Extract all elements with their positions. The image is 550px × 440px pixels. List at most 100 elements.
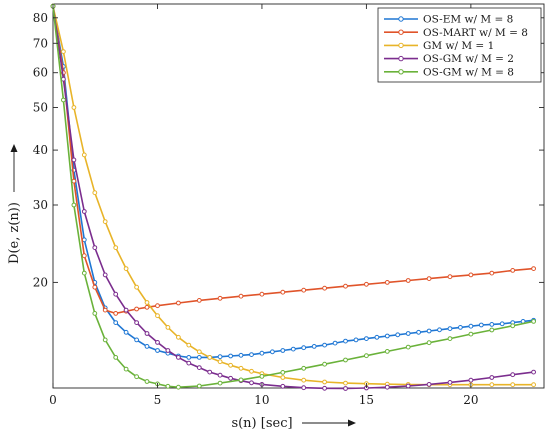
data-point [228, 353, 234, 359]
data-point [416, 329, 422, 335]
data-point [364, 336, 369, 342]
data-point [280, 370, 286, 375]
data-point [228, 375, 234, 381]
data-point [301, 365, 307, 371]
data-point [290, 346, 296, 352]
data-point [92, 190, 98, 196]
data-point [186, 342, 192, 348]
data-point [311, 344, 317, 349]
data-point [238, 352, 244, 358]
data-point [510, 268, 516, 273]
legend-marker [398, 42, 404, 49]
data-point [217, 295, 223, 301]
data-point [489, 375, 495, 380]
data-point [447, 380, 453, 385]
data-point [280, 375, 286, 380]
legend-item: OS-GM w/ M = 8 [384, 66, 514, 78]
data-point [259, 350, 265, 356]
data-point [468, 272, 474, 278]
data-point [71, 202, 77, 208]
data-point [92, 284, 98, 290]
data-point [81, 209, 87, 214]
data-point [405, 344, 411, 350]
series-1 [50, 3, 536, 360]
data-point [113, 245, 119, 251]
series-line [52, 6, 534, 390]
data-point [71, 157, 77, 163]
data-point [447, 326, 453, 332]
data-point [217, 372, 223, 378]
data-point [155, 313, 160, 319]
data-point [217, 380, 223, 386]
data-point [134, 337, 140, 343]
data-point [123, 307, 129, 313]
data-point [196, 365, 202, 371]
data-point [249, 380, 254, 386]
y-tick-label: 80 [33, 11, 48, 25]
data-point [155, 303, 160, 309]
data-point [301, 345, 307, 351]
data-point [510, 372, 516, 378]
data-point [92, 311, 98, 316]
data-point [165, 383, 171, 389]
data-point [217, 359, 223, 365]
data-point [196, 298, 202, 303]
data-point [134, 374, 140, 380]
data-point [301, 287, 307, 293]
legend-item: OS-GM w/ M = 2 [384, 53, 514, 65]
data-point [238, 365, 244, 371]
data-point [426, 276, 432, 282]
legend-marker [398, 55, 404, 62]
data-point [176, 384, 181, 390]
legend-label: OS-GM w/ M = 2 [423, 53, 514, 65]
data-point [405, 383, 411, 389]
data-point [364, 281, 369, 287]
data-point [61, 49, 66, 54]
data-point [447, 336, 453, 342]
data-point [343, 380, 348, 386]
data-point [186, 360, 192, 366]
data-point [499, 321, 505, 327]
data-point [468, 377, 474, 383]
data-point [437, 327, 442, 333]
data-point [426, 382, 432, 387]
data-point [113, 320, 119, 326]
y-tick-label: 30 [33, 198, 48, 212]
data-point [489, 327, 495, 333]
data-point [176, 300, 181, 306]
data-point [186, 355, 192, 360]
data-point [102, 219, 108, 225]
data-point [134, 320, 140, 326]
data-point [217, 354, 223, 360]
data-point [207, 369, 213, 375]
y-tick-label: 60 [33, 66, 48, 80]
data-point [301, 385, 307, 391]
data-point [531, 369, 536, 375]
data-point [510, 382, 516, 388]
data-point [61, 97, 66, 103]
legend-label: GM w/ M = 1 [423, 40, 494, 52]
data-point [280, 348, 286, 353]
data-point [489, 382, 495, 388]
series-5 [50, 3, 536, 390]
data-point [113, 291, 119, 297]
data-point [134, 284, 140, 290]
legend-label: OS-MART w/ M = 8 [423, 27, 528, 39]
data-point [489, 270, 495, 276]
data-point [176, 334, 181, 340]
data-point [364, 353, 369, 359]
data-point [196, 355, 202, 360]
x-tick-label: 20 [463, 393, 478, 407]
y-tick-label: 40 [33, 143, 48, 157]
data-point [322, 385, 328, 391]
data-point [102, 272, 108, 278]
legend-label: OS-GM w/ M = 8 [423, 66, 514, 78]
legend-items: OS-EM w/ M = 8OS-MART w/ M = 8GM w/ M = … [384, 14, 528, 78]
data-point [238, 377, 244, 383]
data-point [405, 331, 411, 336]
y-axis-label: D(e, z(n)) [7, 202, 22, 264]
legend-marker [398, 69, 404, 75]
data-point [374, 334, 380, 340]
data-point [322, 285, 328, 291]
